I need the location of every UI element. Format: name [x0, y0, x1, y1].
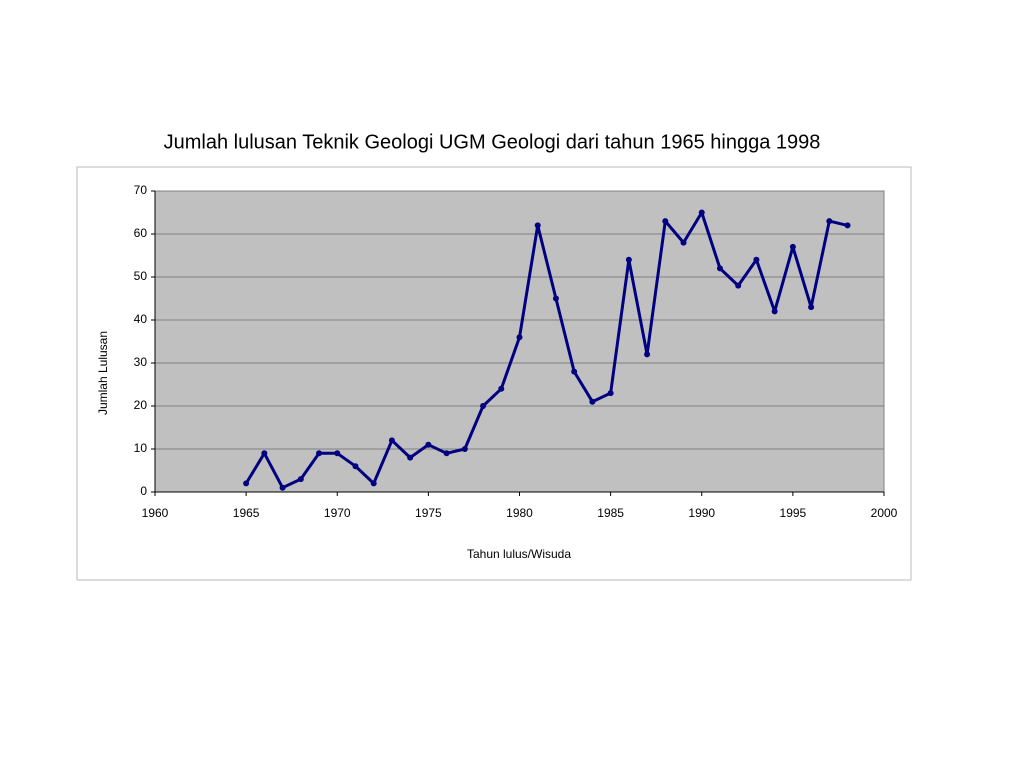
data-point	[552, 295, 559, 302]
data-line	[244, 211, 848, 490]
x-tick-label: 1965	[233, 506, 260, 520]
data-point	[443, 450, 450, 457]
data-point	[261, 450, 268, 457]
data-point	[753, 256, 760, 263]
y-tick-label: 0	[140, 484, 147, 498]
data-point	[625, 256, 632, 263]
x-tick-label: 1975	[415, 506, 442, 520]
data-point	[498, 385, 505, 392]
data-point	[480, 403, 487, 409]
data-point	[370, 480, 377, 487]
data-point	[808, 304, 815, 311]
y-tick-label: 40	[134, 312, 148, 326]
y-tick-label: 10	[134, 441, 148, 455]
data-point	[461, 446, 468, 452]
data-point	[716, 265, 723, 272]
x-tick-label: 1970	[324, 506, 351, 520]
data-point	[607, 390, 614, 397]
data-point	[243, 480, 250, 487]
y-tick-label: 20	[134, 398, 148, 412]
data-point	[844, 222, 851, 229]
data-point	[407, 454, 414, 461]
data-point	[279, 484, 286, 491]
chart-title: Jumlah lulusan Teknik Geologi UGM Geolog…	[164, 131, 821, 153]
x-tick-label: 1985	[597, 506, 624, 520]
data-point	[297, 476, 304, 483]
y-tick-label: 50	[134, 269, 148, 283]
data-point	[735, 282, 742, 289]
y-tick-label: 30	[134, 355, 148, 369]
data-point	[698, 209, 705, 216]
data-point	[680, 239, 687, 246]
x-tick-label: 1990	[688, 506, 715, 520]
data-point	[425, 441, 432, 448]
data-point	[789, 243, 796, 250]
x-tick-label: 1980	[506, 506, 533, 520]
data-point	[388, 437, 395, 444]
x-tick-label: 1995	[780, 506, 807, 520]
x-tick-label: 1960	[142, 506, 169, 520]
data-point	[571, 368, 578, 375]
x-tick-label: 2000	[871, 506, 898, 520]
y-axis-label: Jumlah Lulusan	[96, 331, 110, 415]
data-point	[771, 308, 778, 315]
data-point	[589, 398, 596, 405]
data-point	[516, 334, 523, 341]
data-point	[826, 218, 833, 225]
data-point	[352, 463, 359, 470]
data-point	[316, 450, 323, 457]
data-point	[644, 351, 651, 358]
x-axis-label: Tahun lulus/Wisuda	[467, 547, 571, 561]
data-point	[534, 222, 541, 229]
y-tick-label: 60	[134, 226, 148, 240]
data-point	[662, 218, 669, 225]
data-point	[334, 450, 341, 457]
y-tick-label: 70	[134, 183, 148, 197]
